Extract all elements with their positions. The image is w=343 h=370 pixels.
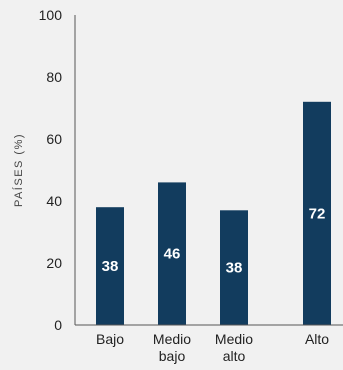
y-axis-title: PAÍSES (%) xyxy=(12,133,25,207)
bar-value-label: 38 xyxy=(102,258,119,275)
bar-value-labels: 38 46 38 72 xyxy=(102,205,326,276)
x-category-label: Bajo xyxy=(96,331,124,347)
y-axis-ticks: 0 20 40 60 80 100 xyxy=(39,7,63,333)
y-tick-label: 0 xyxy=(54,317,62,333)
bar xyxy=(303,101,331,325)
x-axis-labels: Bajo Medio bajo Medio alto Alto xyxy=(96,331,329,364)
y-tick-label: 60 xyxy=(46,131,62,147)
y-tick-label: 40 xyxy=(46,193,62,209)
y-tick-label: 100 xyxy=(39,7,63,23)
bar xyxy=(158,182,186,325)
bar-value-label: 46 xyxy=(164,246,181,263)
y-tick-label: 80 xyxy=(46,69,62,85)
bar-value-label: 38 xyxy=(226,260,243,277)
bar-value-label: 72 xyxy=(309,205,326,222)
x-category-label: Medio bajo xyxy=(153,331,191,364)
x-category-label: Medio alto xyxy=(215,331,253,364)
x-category-label: Alto xyxy=(305,331,329,347)
bar xyxy=(220,210,248,325)
bar xyxy=(96,207,124,325)
bars xyxy=(96,101,331,325)
y-tick-label: 20 xyxy=(46,255,62,271)
